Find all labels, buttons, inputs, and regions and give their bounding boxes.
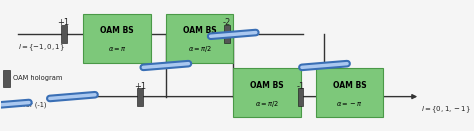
Text: OAM BS: OAM BS [183, 26, 216, 35]
Bar [61, 25, 66, 43]
FancyBboxPatch shape [166, 14, 233, 63]
FancyBboxPatch shape [233, 68, 301, 117]
Text: Mirror (-1): Mirror (-1) [13, 101, 46, 108]
Text: +1: +1 [58, 18, 70, 27]
Text: OAM BS: OAM BS [250, 81, 284, 90]
Text: $\alpha = \pi/2$: $\alpha = \pi/2$ [188, 44, 211, 54]
Text: $l=\{0,1,-1\}$: $l=\{0,1,-1\}$ [421, 104, 471, 115]
Bar [298, 88, 303, 106]
Text: +1: +1 [134, 82, 146, 91]
Text: -2: -2 [223, 18, 231, 27]
Text: OAM BS: OAM BS [333, 81, 366, 90]
Text: -1: -1 [296, 82, 305, 91]
Text: $\alpha = -\pi$: $\alpha = -\pi$ [336, 100, 363, 108]
Text: OAM BS: OAM BS [100, 26, 134, 35]
Text: $l=\{-1,0,1\}$: $l=\{-1,0,1\}$ [18, 42, 65, 53]
FancyBboxPatch shape [316, 68, 383, 117]
Bar [224, 25, 229, 43]
Bar [137, 88, 143, 106]
FancyBboxPatch shape [83, 14, 151, 63]
Bar [3, 70, 10, 87]
Text: OAM hologram: OAM hologram [13, 75, 62, 81]
Text: $\alpha = \pi$: $\alpha = \pi$ [108, 45, 126, 53]
Text: $\alpha = \pi/2$: $\alpha = \pi/2$ [255, 99, 279, 109]
